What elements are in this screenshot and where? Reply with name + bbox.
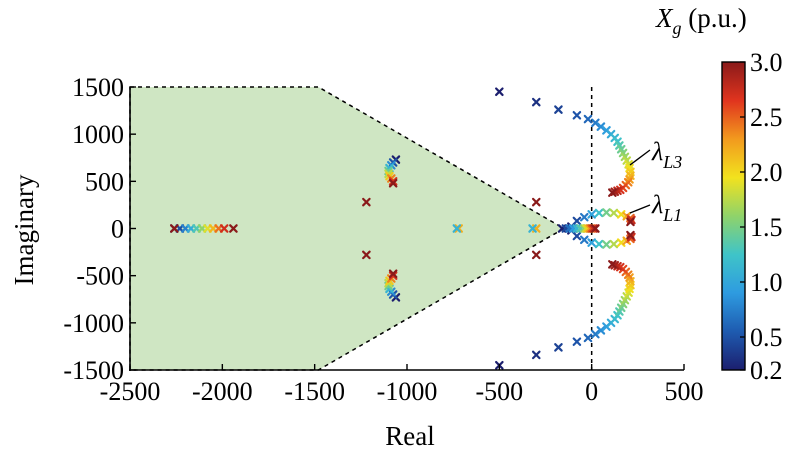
eigenvalue-marker [554,105,563,114]
eigenvalue-marker [602,240,611,249]
y-tick-label: 1000 [72,120,124,149]
colorbar-title-symbol: X [655,3,674,33]
x-tick-labels: -2500 -2000 -1500 -1000 -500 0 500 [100,377,704,406]
eigenvalue-marker [608,188,617,197]
eigenvalue-marker [594,239,604,249]
y-tick-label: 1500 [72,73,124,102]
annotation-leader-l1 [629,204,651,214]
x-axis-label: Real [385,421,434,451]
x-tick-label: -2000 [192,377,253,406]
stability-region [129,86,566,371]
x-tick-label: 0 [585,377,598,406]
colorbar-tick-label: 3.0 [750,48,783,77]
eigenvalue-marker [583,333,593,343]
eigenvalue-marker [452,224,462,233]
eigenvalue-marker [587,238,596,247]
colorbar-tick-label: 1.0 [750,268,783,297]
eigenvalue-marker [219,224,229,233]
colorbar-tick-label: 2.5 [750,103,783,132]
eigenvalue-marker [594,208,604,218]
eigenvalue-marker [362,250,371,260]
eigenvalue-marker [609,208,619,218]
eigenvalue-markers [170,87,636,370]
colorbar-gradient [721,61,746,371]
y-tick-label: -500 [76,262,124,291]
eigenvalue-marker [587,210,596,219]
annotation-leader-l3 [629,149,651,166]
eigenvalue-marker [626,217,635,227]
annotation-symbol-l3: λ [651,137,663,166]
eigenvalue-marker [608,260,617,269]
svg-text:λL1: λL1 [651,190,682,225]
eigenvalue-marker [583,114,593,124]
eigenvalue-marker [589,224,598,233]
x-tick-label: -1500 [284,377,345,406]
plot-area [129,86,636,371]
colorbar: 3.0 2.5 2.0 1.5 1.0 0.5 0.2 Xg (p.u.) [655,3,783,385]
colorbar-title-unit: (p.u.) [682,3,747,33]
y-tick-label: -1500 [63,356,124,385]
eigenvalue-marker [495,87,504,97]
annotation-subscript-l1: L1 [662,205,682,225]
eigenvalue-marker [454,224,464,233]
x-tick-label: -2500 [100,377,161,406]
eigenvalue-marker [388,271,398,280]
y-tick-labels: 1500 1000 500 0 -500 -1000 -1500 [63,73,124,385]
eigenvalue-marker [531,250,541,260]
y-tick-label: 500 [85,167,124,196]
eigenvalue-marker [554,343,563,352]
eigenvalue-marker [591,118,600,128]
eigenvalue-marker [602,208,611,217]
eigenvalue-marker [579,212,589,222]
y-axis-label: Imaginary [9,174,39,285]
svg-text:Xg (p.u.): Xg (p.u.) [655,3,747,38]
eigenvalue-marker [596,326,606,335]
eigenvalue-marker [531,197,541,207]
eigenvalue-marker [572,216,582,226]
eigenvalue-marker [170,224,179,233]
axes-frame [129,86,685,371]
colorbar-tick-labels: 3.0 2.5 2.0 1.5 1.0 0.5 0.2 [740,48,783,385]
x-tick-label: -500 [475,377,523,406]
eigenvalue-marker [572,231,582,241]
eigenvalue-marker [609,239,619,249]
eigenvalue-marker [229,224,238,233]
eigenvalue-marker [591,224,600,233]
annotation-subscript-l3: L3 [662,152,682,172]
eigenvalue-marker [388,177,398,186]
annotation-symbol-l1: λ [651,190,663,219]
eigenvalue-marker [388,178,398,188]
colorbar-title-subscript: g [673,18,682,38]
annotation-lambda-l3: λL3 [629,137,682,172]
y-tick-label: 0 [111,215,124,244]
eigenvalue-marker [531,97,541,107]
eigenvalue-marker [528,224,537,233]
annotation-lambda-l1: λL1 [629,190,682,225]
x-tick-label: -1000 [377,377,438,406]
eigenvalue-marker [362,197,371,207]
eigenvalue-marker [579,235,589,245]
svg-text:λL3: λL3 [651,137,682,172]
y-tick-label: -1000 [63,309,124,338]
eigenvalue-marker [572,110,582,120]
eigenvalue-marker [596,122,606,131]
colorbar-tick-label: 0.5 [750,323,783,352]
colorbar-tick-label: 0.2 [750,356,783,385]
eigenvalue-marker [388,269,398,279]
colorbar-tick-label: 2.0 [750,158,783,187]
eigenvalue-marker [572,337,582,346]
eigenvalue-marker [626,230,635,240]
colorbar-tick-label: 1.5 [750,213,783,242]
eigenvalue-marker [591,329,600,339]
x-tick-label: 500 [665,377,704,406]
eigenvalue-marker [531,350,541,360]
